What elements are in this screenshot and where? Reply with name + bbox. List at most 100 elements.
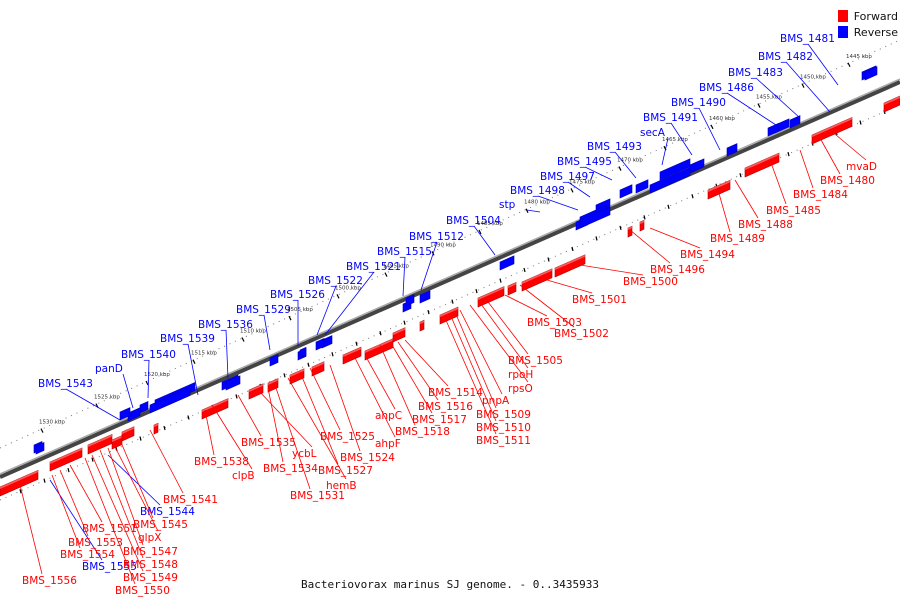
forward-gene-bms-1551[interactable]: BMS_1551 [69,464,137,535]
forward-gene-bms-1556[interactable]: BMS_1556 [19,484,77,587]
reverse-gene-bms-1515[interactable]: BMS_1515 [377,246,432,313]
forward-gene-bms-1510[interactable]: BMS_1510 [449,313,531,434]
forward-gene-bms-1518[interactable]: BMS_1518 [379,344,450,438]
forward-gene-block[interactable] [554,254,586,278]
gene-block[interactable] [635,179,649,194]
reverse-gene-bms-1522[interactable]: BMS_1522 [308,275,363,351]
reverse-gene-block[interactable] [35,442,45,455]
forward-gene-ycbl[interactable]: ycbL [257,389,317,460]
reverse-gene-block[interactable] [689,158,705,174]
reverse-gene-bms-1504[interactable]: BMS_1504 [446,215,515,271]
gene-block[interactable] [269,354,279,367]
forward-gene-bms-1534[interactable]: BMS_1534 [263,387,318,475]
forward-gene-bms-1554[interactable]: BMS_1554 [51,474,115,561]
forward-gene-bms-1501[interactable]: BMS_1501 [539,277,627,306]
gene-block[interactable] [499,255,515,271]
gene-block[interactable] [789,115,801,129]
forward-gene-block[interactable] [507,282,517,296]
forward-gene-clpb[interactable]: clpB [211,404,255,482]
forward-gene-block[interactable] [49,447,83,472]
forward-gene-bms-1505[interactable]: BMS_1505 [484,297,563,367]
forward-gene-bms-1525[interactable]: BMS_1525 [309,367,375,443]
forward-gene-ahpf[interactable]: ahpF [354,357,401,450]
gene-block[interactable] [726,143,738,157]
forward-gene-block[interactable] [0,469,39,497]
forward-gene-rpso[interactable]: rpsO [469,304,533,395]
forward-gene-block[interactable] [121,426,135,442]
forward-gene-bms-1549[interactable]: BMS_1549 [91,454,178,584]
forward-gene-bms-1547[interactable]: BMS_1547 [107,447,178,558]
forward-gene-bms-1514[interactable]: BMS_1514 [404,339,483,399]
forward-gene-block[interactable] [477,286,505,308]
forward-gene-hemb[interactable]: hemB [287,377,357,492]
forward-gene-bms-1484[interactable]: BMS_1484 [793,149,848,201]
forward-gene-bms-1488[interactable]: BMS_1488 [734,179,793,231]
forward-gene-block[interactable] [639,219,645,232]
forward-gene-bms-1553[interactable]: BMS_1553 [59,469,123,549]
gene-block[interactable] [315,338,325,351]
forward-gene-block[interactable] [342,346,362,365]
forward-gene-block[interactable] [707,179,731,200]
gene-block[interactable] [619,184,633,199]
gene-block[interactable] [767,123,779,137]
forward-gene-bms-1531[interactable]: BMS_1531 [274,384,345,502]
forward-gene-bms-1480[interactable]: BMS_1480 [819,137,875,187]
reverse-gene-bms-1529[interactable]: BMS_1529 [236,304,291,367]
forward-gene-block[interactable] [248,383,264,400]
forward-gene-bms-1496[interactable]: BMS_1496 [629,229,705,276]
reverse-gene-block[interactable] [405,294,415,307]
forward-gene-glpx[interactable]: glpX [113,444,161,544]
forward-gene-block[interactable] [364,338,394,361]
forward-gene-bms-1538[interactable]: BMS_1538 [194,409,249,468]
forward-gene-bms-1535[interactable]: BMS_1535 [237,394,296,449]
forward-gene-block[interactable] [627,225,633,238]
forward-gene-bms-1485[interactable]: BMS_1485 [766,159,821,217]
reverse-gene-block[interactable] [225,375,241,391]
forward-gene-bms-1509[interactable]: BMS_1509 [454,311,531,421]
reverse-gene-block[interactable] [864,66,878,81]
forward-gene-bms-1545[interactable]: BMS_1545 [119,439,188,531]
forward-gene-bms-1541[interactable]: BMS_1541 [149,429,218,506]
reverse-gene-block[interactable] [579,206,611,229]
reverse-gene-pand[interactable]: panD [95,363,141,422]
forward-gene-block[interactable] [439,306,459,325]
forward-gene-bms-1524[interactable]: BMS_1524 [329,364,395,464]
gene-block[interactable] [419,290,431,304]
forward-gene-bms-1503[interactable]: BMS_1503 [504,294,582,329]
forward-gene-bms-1517[interactable]: BMS_1517 [391,344,467,426]
forward-gene-block[interactable] [201,398,229,420]
forward-gene-bms-1502[interactable]: BMS_1502 [519,284,609,340]
forward-gene-bms-1527[interactable]: BMS_1527 [299,371,373,477]
reverse-gene-bms-1512[interactable]: BMS_1512 [409,231,464,304]
gene-label: BMS_1512 [409,231,464,243]
forward-gene-block[interactable] [811,116,853,145]
reverse-gene-bms-1495[interactable]: BMS_1495 [557,156,633,199]
reverse-gene-block[interactable] [299,346,307,359]
forward-gene-ahpc[interactable]: ahpC [364,354,402,422]
forward-gene-block[interactable] [419,319,425,332]
reverse-gene-bms-1493[interactable]: BMS_1493 [587,141,649,194]
gene-block[interactable] [127,407,141,422]
forward-gene-rpoh[interactable]: rpoH [477,299,533,381]
reverse-gene-bms-1543[interactable]: BMS_1543 [38,378,131,421]
forward-gene-bms-1548[interactable]: BMS_1548 [99,449,178,571]
reverse-gene-bms-1540[interactable]: BMS_1540 [121,349,176,414]
forward-gene-bms-1500[interactable]: BMS_1500 [579,264,678,288]
reverse-gene-bms-1482[interactable]: BMS_1482 [758,51,831,129]
forward-gene-bms-1494[interactable]: BMS_1494 [649,227,735,261]
gene-block[interactable] [119,407,131,421]
forward-gene-block[interactable] [153,422,159,435]
reverse-gene-bms-1486[interactable]: BMS_1486 [699,82,779,137]
reverse-gene-block[interactable] [649,166,691,194]
reverse-gene-bms-1490[interactable]: BMS_1490 [671,97,738,157]
forward-gene-bms-1511[interactable]: BMS_1511 [444,317,531,447]
forward-gene-block[interactable] [744,152,780,178]
forward-gene-bms-1489[interactable]: BMS_1489 [710,189,765,245]
forward-gene-block[interactable] [521,268,553,292]
forward-gene-block[interactable] [883,95,900,113]
forward-gene-bms-1516[interactable]: BMS_1516 [397,341,473,413]
forward-gene-mvad[interactable]: mvaD [829,129,877,173]
forward-gene-block[interactable] [392,327,406,343]
forward-gene-bms-1550[interactable]: BMS_1550 [84,457,170,597]
reverse-gene-block[interactable] [149,386,191,414]
